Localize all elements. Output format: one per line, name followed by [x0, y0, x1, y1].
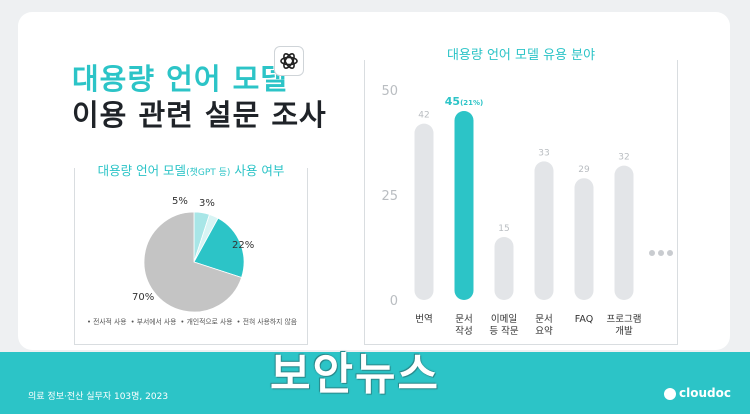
pie-legend-item-1: • 부서에서 사용 [130, 318, 177, 326]
bar-value-label-1: 45(21%) [445, 95, 483, 108]
x-tick-label-5-0: 프로그램 [607, 313, 642, 325]
pie-legend: • 전사적 사용 • 부서에서 사용 • 개인적으로 사용 • 전혀 사용하지 않음 [78, 316, 306, 326]
pie-value-label-0: 5% [172, 196, 188, 207]
bar-0 [414, 123, 434, 300]
bar-value-label-0: 42 [418, 111, 429, 121]
footer-band [0, 352, 750, 414]
bar-2 [494, 237, 514, 300]
y-tick-label-2: 50 [381, 84, 398, 99]
pie-title-suffix: 사용 여부 [234, 163, 285, 178]
watermark: 보안뉴스 [270, 349, 440, 400]
bar-value-label-5: 32 [618, 153, 629, 163]
pie-value-label-2: 22% [232, 240, 254, 251]
x-tick-label-0-0: 번역 [415, 314, 432, 325]
pie-chart-panel [74, 168, 308, 345]
x-tick-label-3-1: 요약 [535, 325, 553, 337]
x-tick-label-2-1: 등 작문 [489, 326, 518, 337]
pie-value-label-1: 3% [199, 198, 215, 209]
bar-4 [574, 178, 594, 300]
page-title-line1: 대용량 언어 모델 [72, 62, 288, 96]
brand-name: cloudoc [679, 386, 731, 400]
bar-chart-title: 대용량 언어 모델 유용 분야 [364, 44, 678, 63]
brand-logo: cloudoc [664, 386, 731, 400]
bar-3 [534, 161, 554, 300]
bar-chart-panel [364, 60, 678, 345]
x-tick-label-1-1: 작성 [455, 326, 472, 337]
pie-slice-2 [193, 217, 245, 278]
y-tick-label-1: 25 [381, 189, 398, 204]
pie-legend-item-2: • 개인적으로 사용 [180, 318, 233, 326]
y-tick-label-0: 0 [390, 294, 398, 309]
bar-value-label-3: 33 [538, 148, 549, 158]
pie-legend-item-3: • 전혀 사용하지 않음 [236, 318, 298, 326]
pie-value-label-3: 70% [132, 292, 154, 303]
bar-title-text: 대용량 언어 모델 유용 분야 [436, 48, 606, 63]
x-tick-label-5-1: 개발 [615, 326, 633, 337]
bar-5 [614, 165, 634, 300]
pie-title-main: 대용량 언어 모델 [97, 163, 187, 178]
x-tick-label-3-0: 문서 [535, 314, 552, 325]
x-tick-label-2-0: 이메일 [491, 314, 517, 325]
brand-icon [664, 387, 676, 400]
x-tick-label-1-0: 문서 [455, 314, 472, 325]
x-tick-label-4-0: FAQ [575, 314, 593, 325]
bar-value-label-4: 29 [578, 165, 590, 175]
source-note: 의료 정보·전산 실무자 103명, 2023 [28, 392, 169, 402]
pie-chart-title: 대용량 언어 모델(챗GPT 등) 사용 여부 [74, 160, 308, 179]
pie-chart: 5% 3% 22% 70% [132, 196, 254, 313]
infographic-card [18, 12, 730, 350]
bar-1 [454, 111, 474, 300]
pie-legend-item-0: • 전사적 사용 [86, 318, 127, 326]
ellipsis-icon [649, 250, 673, 256]
pie-slice-3 [143, 211, 243, 313]
pie-title-paren: (챗GPT 등) [186, 168, 231, 178]
openai-logo-icon [274, 46, 304, 76]
bar-value-label-2: 15 [498, 224, 509, 234]
page-title-line2: 이용 관련 설문 조사 [72, 98, 327, 132]
